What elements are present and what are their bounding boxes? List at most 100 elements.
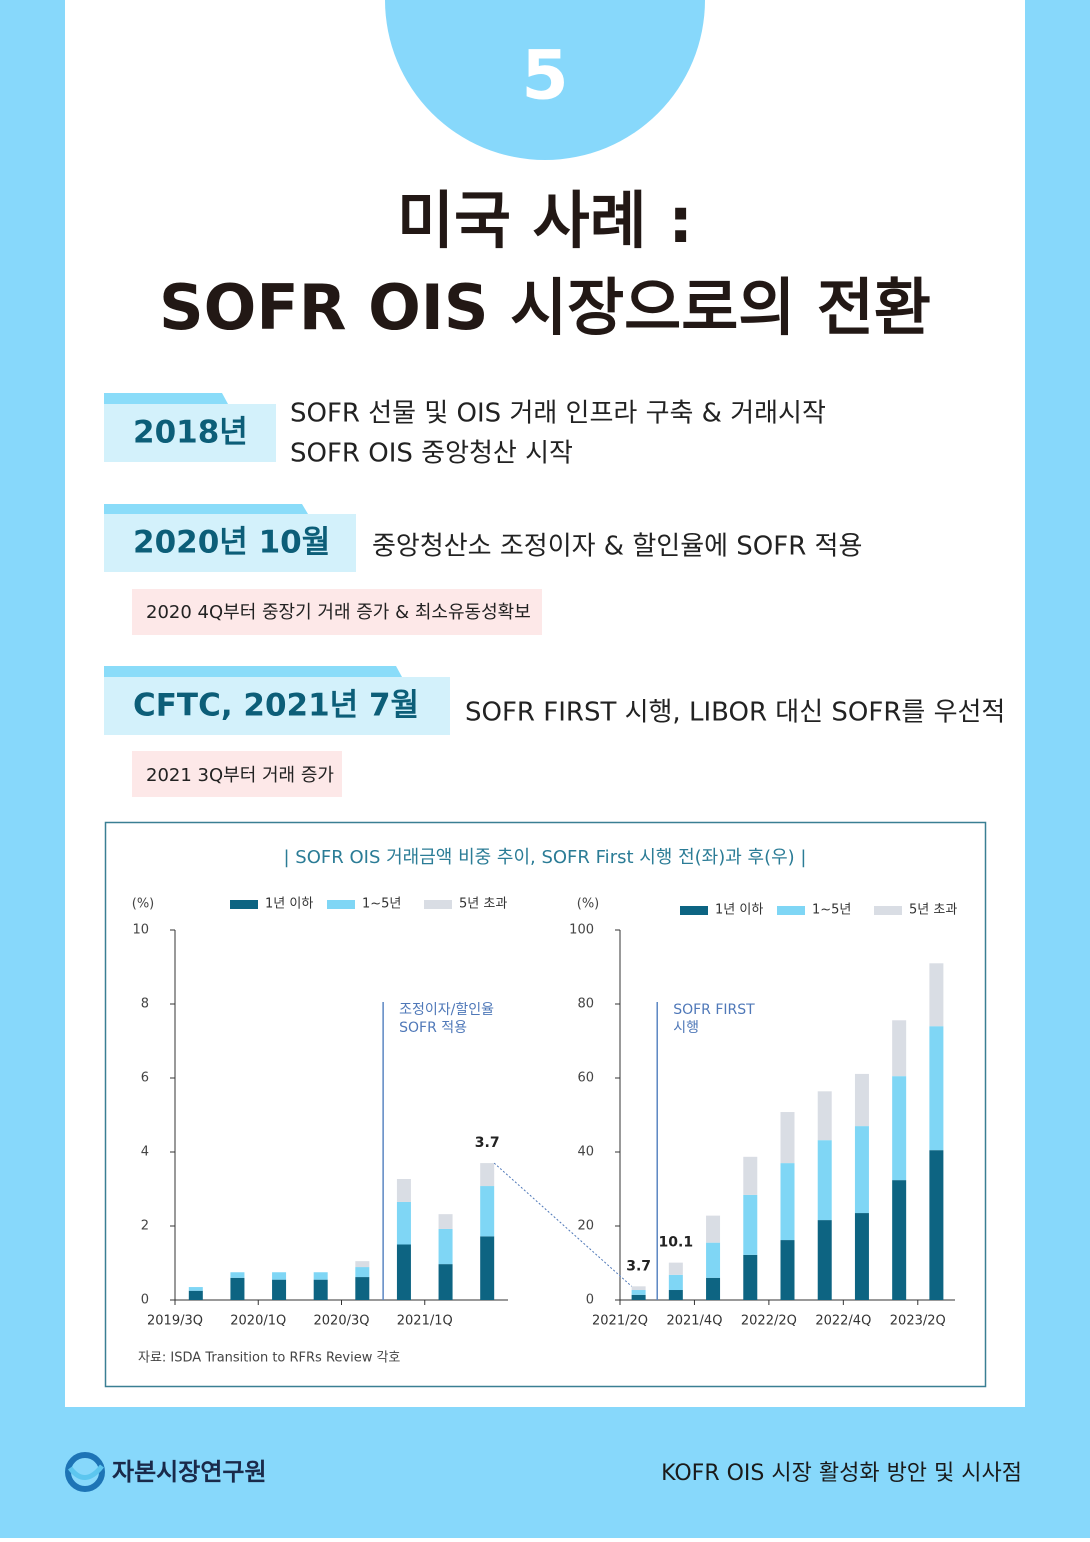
legend-label: 1~5년	[362, 897, 401, 912]
bar-segment	[396, 1179, 411, 1202]
title-line: 미국 사례 :	[397, 184, 693, 257]
bar-segment	[929, 1026, 944, 1151]
bar-segment	[438, 1214, 453, 1229]
badge-circle	[385, 0, 705, 160]
legend-label: 5년 초과	[459, 897, 507, 912]
bar-segment	[892, 1020, 907, 1077]
x-tick-label: 2021/1Q	[397, 1314, 453, 1329]
bar-segment	[631, 1286, 646, 1291]
y-tick-label: 80	[577, 997, 594, 1012]
legend-swatch	[230, 900, 258, 909]
bar-segment	[230, 1277, 245, 1300]
y-tick-label: 4	[141, 1145, 149, 1160]
bar-segment	[892, 1076, 907, 1181]
y-axis-label: (%)	[577, 897, 600, 912]
bar-segment	[272, 1279, 287, 1300]
legend-swatch	[327, 900, 355, 909]
bar-segment	[706, 1277, 721, 1300]
bar-segment	[854, 1126, 869, 1214]
tag-text: SOFR 선물 및 OIS 거래 인프라 구축 & 거래시작	[290, 399, 826, 429]
bar-segment	[480, 1236, 495, 1300]
bar-segment	[396, 1201, 411, 1245]
y-tick-label: 100	[569, 923, 594, 938]
legend-swatch	[874, 906, 902, 915]
tag-box	[104, 404, 276, 462]
x-tick-label: 2020/3Q	[314, 1314, 370, 1329]
bar-segment	[230, 1272, 245, 1278]
y-tick-label: 0	[586, 1293, 594, 1308]
legend-label: 5년 초과	[909, 903, 957, 918]
legend-label: 1~5년	[812, 903, 851, 918]
bar-segment	[355, 1267, 370, 1278]
bar-segment	[743, 1156, 758, 1195]
total-label: 3.7	[475, 1135, 500, 1151]
footer-text: KOFR OIS 시장 활성화 방안 및 시사점	[661, 1461, 1022, 1486]
bar-segment	[668, 1274, 683, 1291]
bar-segment	[480, 1186, 495, 1237]
bar-segment	[438, 1264, 453, 1300]
bar-segment	[929, 963, 944, 1027]
logo-icon-swoosh	[68, 1464, 104, 1480]
x-tick-label: 2021/4Q	[666, 1314, 722, 1329]
event-label: 시행	[673, 1020, 699, 1036]
tag: 2018년	[133, 415, 248, 451]
figure-source: 자료: ISDA Transition to RFRs Review 각호	[138, 1351, 400, 1366]
legend-swatch	[680, 906, 708, 915]
note: 2020 4Q부터 중장기 거래 증가 & 최소유동성확보	[146, 602, 531, 623]
y-tick-label: 10	[132, 923, 149, 938]
bar-segment	[743, 1254, 758, 1300]
bar-segment	[272, 1272, 287, 1280]
tag-text: SOFR OIS 중앙청산 시작	[290, 439, 573, 469]
bar-segment	[817, 1140, 832, 1221]
title-line: SOFR OIS 시장으로의 전환	[159, 271, 931, 344]
logo-text: 자본시장연구원	[112, 1458, 267, 1486]
tag-tab	[104, 393, 228, 404]
x-tick-label: 2020/1Q	[230, 1314, 286, 1329]
total-label: 10.1	[659, 1235, 694, 1251]
tag: 2020년 10월	[133, 525, 330, 561]
tag-box	[104, 514, 356, 572]
bar-segment	[313, 1279, 328, 1300]
tag-tab	[104, 504, 308, 514]
bar-segment	[780, 1112, 795, 1164]
x-tick-label: 2023/2Q	[890, 1314, 946, 1329]
y-tick-label: 6	[141, 1071, 149, 1086]
figure-title: | SOFR OIS 거래금액 비중 추이, SOFR First 시행 전(좌…	[284, 847, 807, 868]
bar-segment	[668, 1290, 683, 1300]
logo-icon	[65, 1452, 105, 1492]
legend-swatch	[424, 900, 452, 909]
bar-segment	[188, 1287, 203, 1291]
bar-segment	[313, 1272, 328, 1280]
bar-segment	[892, 1180, 907, 1300]
x-tick-label: 2022/4Q	[815, 1314, 871, 1329]
bar-segment	[631, 1290, 646, 1295]
tag-text: 중앙청산소 조정이자 & 할인율에 SOFR 적용	[372, 532, 862, 562]
bar-segment	[438, 1228, 453, 1265]
total-label: 3.7	[626, 1258, 651, 1274]
bar-segment	[929, 1150, 944, 1300]
bar-segment	[355, 1277, 370, 1300]
y-tick-label: 40	[577, 1145, 594, 1160]
legend-label: 1년 이하	[715, 903, 763, 918]
bar-segment	[668, 1262, 683, 1275]
bar-segment	[817, 1091, 832, 1141]
y-tick-label: 20	[577, 1219, 594, 1234]
badge: 5	[521, 37, 568, 116]
bar-segment	[743, 1194, 758, 1255]
y-tick-label: 0	[141, 1293, 149, 1308]
bar-segment	[706, 1215, 721, 1243]
y-tick-label: 60	[577, 1071, 594, 1086]
note-box	[132, 589, 542, 635]
y-tick-label: 8	[141, 997, 149, 1012]
tag-text: SOFR FIRST 시행, LIBOR 대신 SOFR를 우선적	[465, 698, 1005, 728]
legend-swatch	[777, 906, 805, 915]
bar-segment	[355, 1261, 370, 1268]
y-tick-label: 2	[141, 1219, 149, 1234]
bar-segment	[780, 1240, 795, 1300]
bar-segment	[631, 1294, 646, 1300]
tag: CFTC, 2021년 7월	[133, 688, 419, 724]
bar-segment	[817, 1220, 832, 1300]
x-tick-label: 2021/2Q	[592, 1314, 648, 1329]
figure-box	[104, 821, 987, 1388]
